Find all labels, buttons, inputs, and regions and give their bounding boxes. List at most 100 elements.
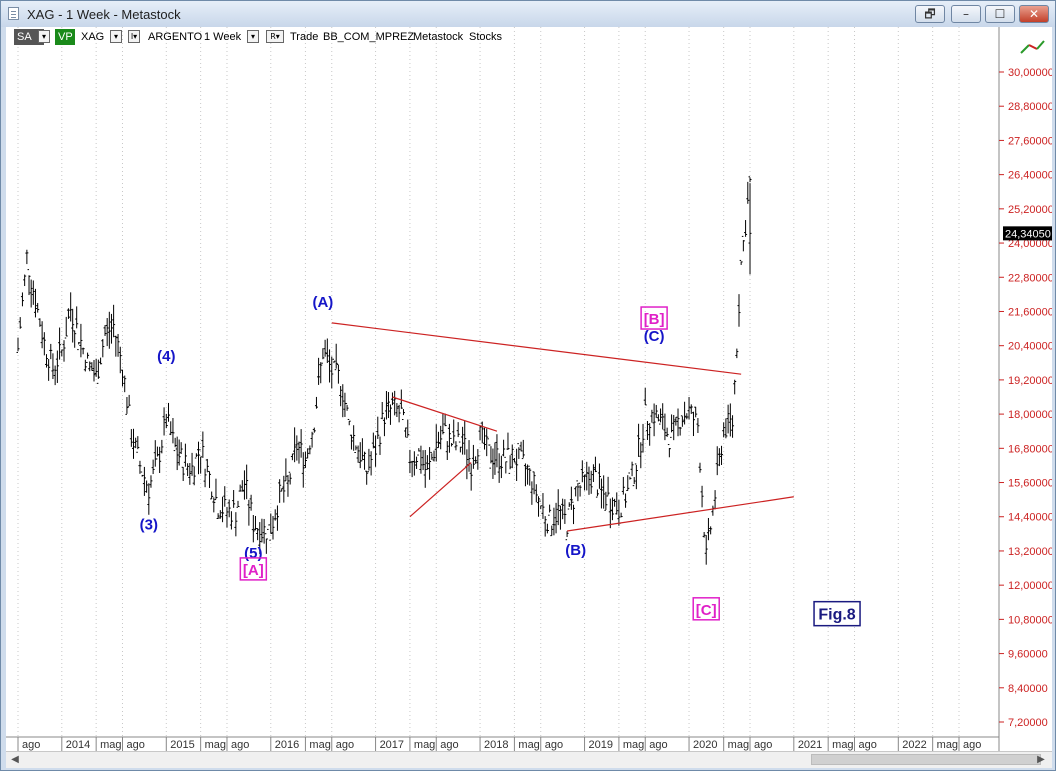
trendline-lower-triangle — [566, 496, 794, 532]
minimize-button[interactable]: – — [951, 5, 981, 23]
x-tick-label: mag — [623, 739, 644, 751]
x-tick-label: 2020 — [693, 739, 717, 751]
x-tick-label: 2014 — [66, 739, 90, 751]
period-label: 1 Week — [204, 31, 242, 43]
wave-label-box — [239, 557, 268, 581]
last-price-tag — [1003, 226, 1053, 241]
symbol-label: XAG — [81, 31, 105, 43]
r-dropdown-icon[interactable]: R▾ — [266, 30, 284, 43]
y-tick-label: 25,20000 — [1008, 204, 1052, 216]
provider-label: Metastock — [413, 31, 464, 43]
x-tick-label: ago — [336, 739, 354, 751]
wave-label-box — [692, 597, 720, 621]
trendline-upper-triangle — [331, 322, 742, 375]
x-tick-label: mag — [414, 739, 435, 751]
chart-document-icon — [8, 7, 19, 20]
x-tick-label: 2017 — [380, 739, 404, 751]
y-tick-label: 8,40000 — [1008, 683, 1048, 695]
title-bar: XAG - 1 Week - Metastock 🗗 – ☐ ✕ — [1, 1, 1055, 27]
x-tick-label: ago — [649, 739, 667, 751]
y-tick-label: 22,80000 — [1008, 272, 1052, 284]
restore-layout-button[interactable]: 🗗 — [915, 5, 945, 23]
y-tick-label: 12,00000 — [1008, 580, 1052, 592]
y-tick-label: 30,00000 — [1008, 67, 1052, 79]
x-tick-label: mag — [518, 739, 539, 751]
y-tick-label: 26,40000 — [1008, 170, 1052, 182]
symbol-dropdown-chevron-icon[interactable]: ▾ — [110, 30, 122, 43]
x-tick-label: ago — [440, 739, 458, 751]
x-tick-label: 2015 — [170, 739, 194, 751]
y-tick-label: 14,40000 — [1008, 512, 1052, 524]
x-tick-label: ago — [545, 739, 563, 751]
sa-label: SA — [17, 31, 32, 43]
horizontal-scrollbar[interactable]: ◀ ▶ — [6, 751, 1052, 768]
source-label: Trade — [290, 31, 319, 43]
y-tick-label: 20,40000 — [1008, 341, 1052, 353]
indicator-dropdown-icon[interactable]: I▾ — [128, 30, 140, 43]
y-tick-label: 24,00000 — [1008, 238, 1052, 250]
maximize-button[interactable]: ☐ — [985, 5, 1015, 23]
x-tick-label: mag — [205, 739, 226, 751]
x-tick-label: 2022 — [902, 739, 926, 751]
y-tick-label: 28,80000 — [1008, 101, 1052, 113]
last-price-label: 24,34050 — [1005, 228, 1051, 240]
x-tick-label: 2019 — [589, 739, 613, 751]
y-tick-label: 21,60000 — [1008, 306, 1052, 318]
wave-label: [B] — [644, 311, 665, 328]
chart-tools-icon-stroke — [1020, 44, 1030, 54]
security-name: ARGENTO — [148, 31, 203, 43]
trendline-inner-lower — [409, 462, 472, 518]
wave-label: (5) — [244, 545, 262, 562]
wave-label: (3) — [140, 516, 158, 533]
x-tick-label: mag — [728, 739, 749, 751]
window-title: XAG - 1 Week - Metastock — [27, 7, 181, 22]
chart-tools-icon[interactable] — [1020, 40, 1045, 54]
x-tick-label: ago — [754, 739, 772, 751]
x-tick-label: mag — [100, 739, 121, 751]
y-tick-label: 19,20000 — [1008, 375, 1052, 387]
y-tick-label: 18,00000 — [1008, 409, 1052, 421]
scroll-left-arrow-icon[interactable]: ◀ — [11, 754, 19, 765]
x-tick-label: mag — [937, 739, 958, 751]
x-tick-label: ago — [126, 739, 144, 751]
chart-tools-icon-stroke — [1036, 40, 1045, 50]
datafolder-label: BB_COM_MPREZ — [323, 31, 415, 43]
x-tick-label: mag — [309, 739, 330, 751]
scroll-right-arrow-icon[interactable]: ▶ — [1037, 754, 1045, 765]
y-tick-label: 7,20000 — [1008, 717, 1048, 729]
wave-label: (4) — [157, 348, 175, 365]
vp-button[interactable]: VP — [55, 29, 75, 45]
scrollbar-thumb[interactable] — [811, 754, 1041, 765]
wave-label: [A] — [243, 562, 264, 579]
wave-label: (A) — [312, 294, 333, 311]
y-tick-label: 9,60000 — [1008, 649, 1048, 661]
wave-label: [C] — [696, 602, 717, 619]
chart-tools-icon-stroke — [1028, 44, 1038, 50]
figure-annotation-label: Fig.8 — [818, 607, 855, 624]
price-chart[interactable]: 30,00000 28,80000 27,60000 26,40000 25,20000… — [6, 27, 1054, 751]
y-tick-label: 10,80000 — [1008, 614, 1052, 626]
y-tick-label: 16,80000 — [1008, 443, 1052, 455]
wave-label: (B) — [565, 542, 586, 559]
sa-dropdown-chevron-icon[interactable]: ▾ — [38, 30, 50, 43]
x-tick-label: ago — [963, 739, 981, 751]
chart-area[interactable]: 30,00000 28,80000 27,60000 26,40000 25,20000… — [6, 27, 1054, 751]
sa-button[interactable]: SA — [14, 29, 44, 45]
y-tick-label: 13,20000 — [1008, 546, 1052, 558]
y-tick-label: 15,60000 — [1008, 478, 1052, 490]
figure-annotation-box — [813, 600, 861, 627]
x-tick-label: ago — [22, 739, 40, 751]
x-tick-label: ago — [859, 739, 877, 751]
x-tick-label: ago — [231, 739, 249, 751]
type-label: Stocks — [469, 31, 503, 43]
x-tick-label: 2016 — [275, 739, 299, 751]
wave-label: (C) — [644, 328, 665, 345]
y-tick-label: 27,60000 — [1008, 135, 1052, 147]
x-tick-label: 2018 — [484, 739, 508, 751]
wave-label-box — [640, 306, 668, 330]
x-tick-label: mag — [832, 739, 853, 751]
x-tick-label: 2021 — [798, 739, 822, 751]
period-dropdown-chevron-icon[interactable]: ▾ — [247, 30, 259, 43]
close-button[interactable]: ✕ — [1019, 5, 1049, 23]
